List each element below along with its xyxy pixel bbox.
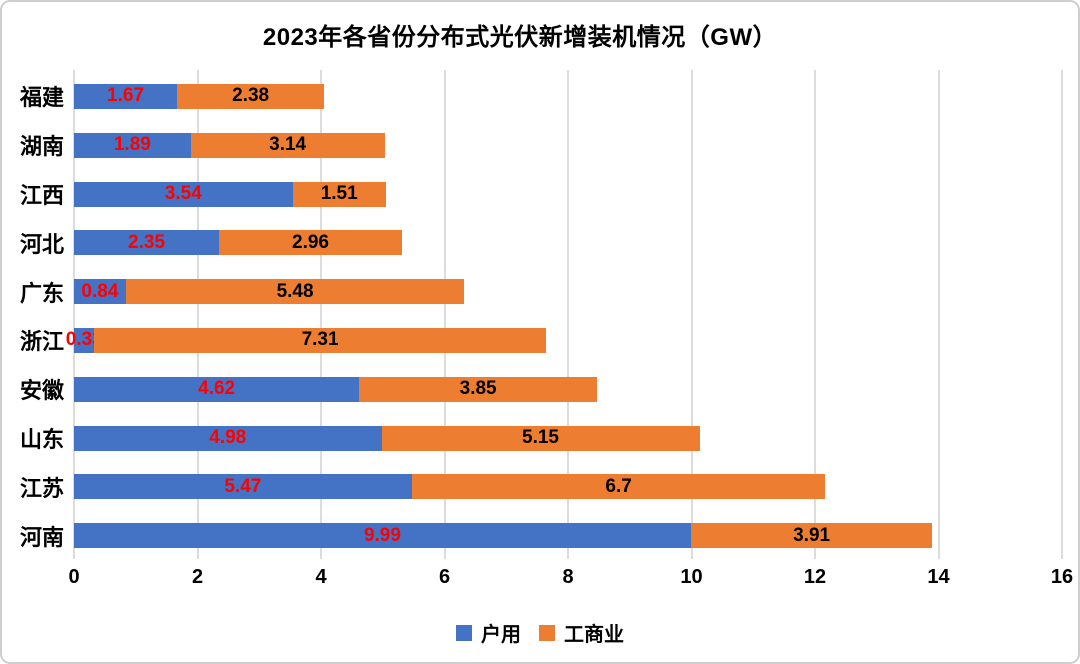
- bar-segment-commercial: [219, 230, 402, 256]
- legend: 户用 工商业: [2, 618, 1078, 647]
- bar-segment-commercial: [125, 279, 465, 305]
- bar-segment-residential: [74, 181, 293, 207]
- bar-segment-residential: [74, 474, 412, 500]
- gridline: [73, 70, 75, 559]
- bar-value-label: 7.31: [301, 329, 339, 351]
- chart-title: 2023年各省份分布式光伏新增装机情况（GW）: [262, 24, 778, 51]
- bar-segment-residential: [74, 132, 191, 158]
- bar-value-label: 0.33: [65, 329, 103, 351]
- bar-segment-residential: [74, 523, 691, 549]
- legend-swatch: [456, 624, 472, 641]
- gridline: [690, 70, 693, 559]
- bar-value-label: 2.38: [232, 85, 270, 107]
- bar-segment-commercial: [94, 327, 546, 353]
- gridline: [937, 70, 940, 559]
- bar-value-label: 1.67: [107, 85, 145, 107]
- x-axis-tick-label: 2: [191, 566, 204, 588]
- y-axis-category-label: 浙江: [19, 329, 64, 355]
- bar-segment-commercial: [292, 181, 386, 207]
- x-axis-tick-label: 4: [315, 566, 327, 588]
- gridline: [567, 70, 569, 559]
- bar-segment-commercial: [177, 83, 325, 109]
- bar-value-label: 3.91: [793, 524, 831, 546]
- y-axis-category-label: 河南: [19, 524, 64, 550]
- legend-label: 工商业: [564, 624, 624, 646]
- bar-value-label: 2.96: [292, 231, 329, 253]
- bar-segment-commercial: [411, 474, 826, 500]
- x-axis-tick-label: 16: [1050, 566, 1074, 588]
- bar-segment-residential: [74, 376, 360, 402]
- bar-value-label: 1.51: [320, 183, 358, 204]
- bar-segment-commercial: [690, 523, 933, 549]
- y-axis-category-label: 广东: [19, 280, 64, 306]
- x-axis-tick-label: 14: [927, 566, 950, 588]
- bar-segment-commercial: [359, 376, 598, 402]
- bar-value-label: 4.98: [209, 427, 247, 448]
- bar-segment-residential: [74, 230, 220, 256]
- gridline: [196, 70, 199, 559]
- bar-value-label: 5.15: [522, 427, 560, 448]
- bar-value-label: 6.7: [605, 475, 632, 497]
- x-axis-tick-label: 0: [68, 566, 80, 588]
- legend-swatch: [539, 624, 555, 641]
- bar-segment-commercial: [190, 132, 385, 158]
- bar-value-label: 9.99: [363, 524, 401, 546]
- y-axis-category-label: 山东: [19, 427, 64, 452]
- legend-label: 户用: [481, 624, 521, 646]
- y-axis-category-label: 江苏: [19, 475, 64, 501]
- gridline: [320, 70, 322, 559]
- bar-value-label: 5.48: [276, 280, 314, 302]
- bar-segment-residential: [74, 425, 382, 451]
- gridline: [1061, 70, 1063, 559]
- bar-value-label: 0.84: [81, 280, 119, 302]
- x-axis-tick-label: 12: [803, 566, 827, 588]
- bar-value-label: 3.14: [269, 134, 307, 156]
- bar-segment-residential: [74, 327, 95, 353]
- bar-value-label: 4.62: [198, 378, 236, 400]
- bar-segment-commercial: [381, 425, 700, 451]
- legend-item-residential: 户用: [456, 618, 521, 647]
- bar-value-label: 3.54: [164, 183, 202, 204]
- legend-item-commercial: 工商业: [539, 618, 624, 647]
- x-axis-tick-label: 6: [438, 566, 451, 588]
- y-axis-category-label: 河北: [19, 231, 64, 257]
- bar-segment-residential: [74, 279, 126, 305]
- y-axis-category-label: 安徽: [19, 378, 64, 404]
- bar-segment-residential: [74, 83, 178, 109]
- gridline: [814, 70, 816, 559]
- bar-value-label: 5.47: [224, 475, 262, 497]
- x-axis-tick-label: 8: [562, 566, 574, 588]
- x-axis-tick-label: 10: [680, 566, 703, 588]
- bar-value-label: 1.89: [113, 134, 151, 156]
- y-axis-category-label: 福建: [19, 85, 64, 111]
- bar-value-label: 2.35: [128, 231, 166, 253]
- gridline: [443, 70, 446, 559]
- bar-value-label: 3.85: [459, 378, 497, 400]
- y-axis-category-label: 江西: [19, 183, 64, 208]
- y-axis-category-label: 湖南: [19, 134, 64, 160]
